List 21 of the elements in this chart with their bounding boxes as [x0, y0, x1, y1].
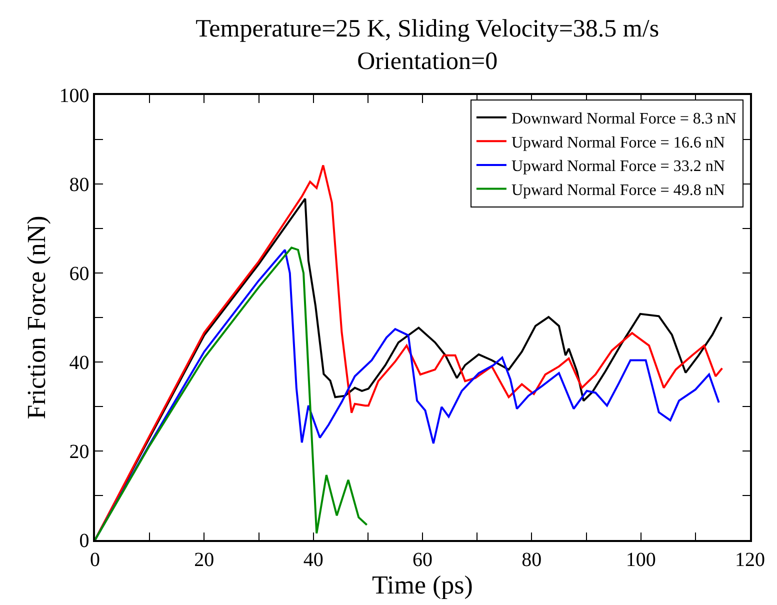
legend-label: Downward Normal Force = 8.3 nN: [511, 110, 737, 128]
x-tick-label: 80: [522, 548, 542, 571]
line-series: [95, 246, 368, 540]
chart-title: Temperature=25 K, Sliding Velocity=38.5 m/s: [196, 15, 660, 42]
x-tick-label: 40: [303, 548, 324, 571]
y-tick-label: 60: [69, 263, 90, 285]
x-tick-label: 100: [626, 548, 656, 571]
legend-label: Upward Normal Force = 33.2 nN: [511, 158, 726, 176]
chart-subtitle: Orientation=0: [357, 48, 498, 75]
y-axis-title: Friction Force (nN): [22, 216, 52, 420]
legend-label: Upward Normal Force = 49.8 nN: [511, 182, 726, 199]
y-tick-label: 20: [69, 441, 90, 463]
x-tick-label: 60: [412, 548, 432, 571]
x-tick-label: 20: [194, 548, 214, 571]
y-tick-label: 80: [69, 174, 90, 196]
x-axis-title: Time (ps): [372, 570, 473, 600]
y-tick-label: 0: [79, 530, 90, 552]
x-tick-label: 120: [735, 548, 765, 571]
y-tick-label: 100: [59, 85, 90, 107]
y-tick-label: 40: [69, 352, 90, 374]
legend-label: Upward Normal Force = 16.6 nN: [511, 134, 726, 152]
